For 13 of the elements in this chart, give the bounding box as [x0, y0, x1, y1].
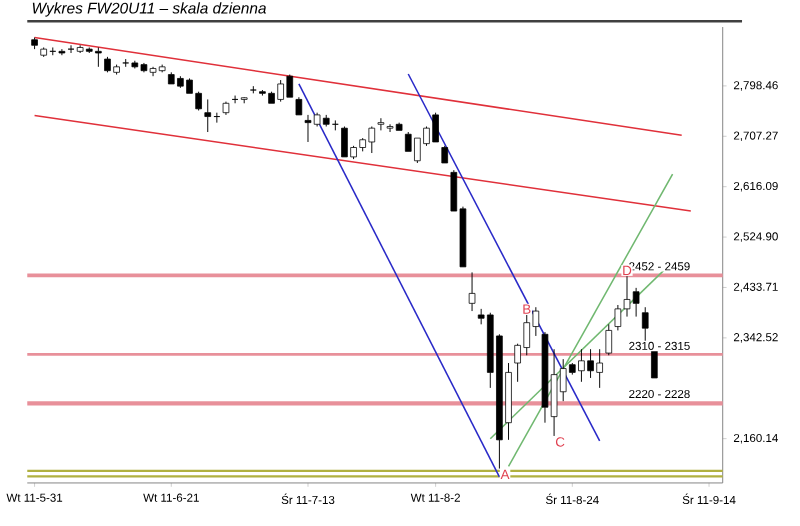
candlestick: [322, 114, 330, 128]
candlestick: [295, 97, 303, 116]
candlestick: [441, 145, 449, 164]
candlestick: [122, 58, 130, 68]
candlestick: [250, 85, 257, 95]
candlestick: [204, 99, 212, 133]
candlestick: [468, 272, 476, 312]
candlestick: [58, 48, 66, 56]
candlestick: [377, 118, 385, 132]
candlestick: [222, 101, 230, 116]
candlestick: [605, 324, 613, 357]
candlestick: [31, 37, 38, 50]
candlestick: [240, 97, 248, 105]
